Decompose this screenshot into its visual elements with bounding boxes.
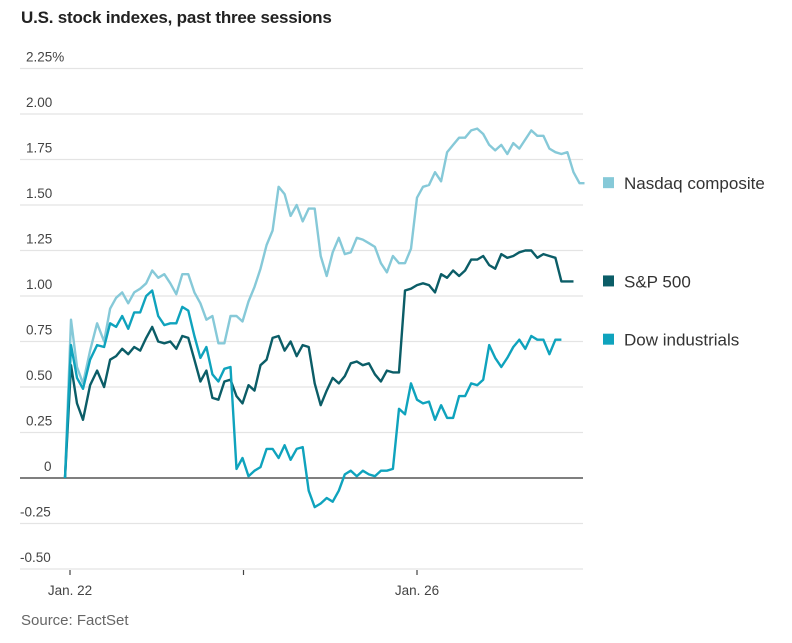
gridlines	[20, 67, 583, 570]
series-line-s-p-500	[63, 249, 574, 479]
x-axis: Jan. 22 Jan. 26	[48, 570, 439, 598]
source-note: Source: FactSet	[21, 612, 129, 629]
x-tick-label: Jan. 22	[48, 583, 92, 598]
y-axis-ticks: 2.25% 2.00 1.75 1.50 1.25 1.00 0.75 0.50 0.25 0 -0…	[20, 50, 64, 566]
series-line-dow-industrials	[63, 289, 562, 509]
legend-item: Nasdaq composite	[603, 174, 765, 193]
legend-swatch	[603, 333, 614, 345]
legend-label: S&P 500	[624, 272, 691, 291]
y-tick-label: 2.25%	[26, 50, 64, 65]
legend-swatch	[603, 177, 614, 189]
legend-label: Dow industrials	[624, 331, 739, 350]
series-lines	[63, 127, 585, 509]
y-tick-label: 1.75	[26, 141, 52, 156]
y-tick-label: 2.00	[26, 95, 52, 110]
y-tick-label: -0.25	[20, 505, 51, 520]
y-tick-label: 1.00	[26, 277, 52, 292]
y-tick-label: 0.25	[26, 414, 52, 429]
y-tick-label: 1.50	[26, 186, 52, 201]
legend-swatch	[603, 275, 614, 287]
series-line-nasdaq-composite	[63, 127, 585, 479]
y-tick-label: 0.75	[26, 323, 52, 338]
legend: Nasdaq composite S&P 500 Dow industrials	[603, 174, 765, 350]
y-tick-label: 0.50	[26, 368, 52, 383]
chart-title: U.S. stock indexes, past three sessions	[21, 8, 332, 27]
legend-label: Nasdaq composite	[624, 174, 765, 193]
y-tick-label: 0	[44, 459, 52, 474]
y-tick-label: 1.25	[26, 232, 52, 247]
legend-item: Dow industrials	[603, 331, 739, 350]
legend-item: S&P 500	[603, 272, 691, 291]
y-tick-label: -0.50	[20, 550, 51, 565]
x-tick-label: Jan. 26	[395, 583, 439, 598]
